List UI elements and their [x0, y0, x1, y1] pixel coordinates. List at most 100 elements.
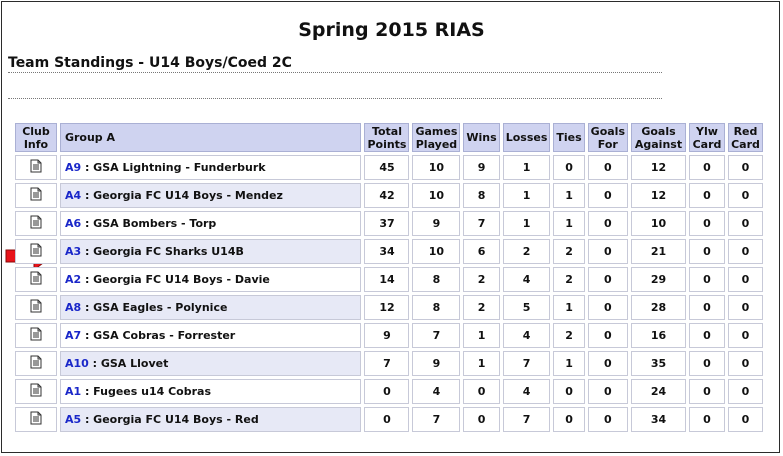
- document-icon[interactable]: [30, 159, 42, 176]
- total-points-cell: 12: [364, 295, 410, 320]
- ties-cell: 2: [553, 323, 585, 348]
- team-cell: A8 : GSA Eagles - Polynice: [59, 295, 362, 320]
- document-icon[interactable]: [30, 299, 42, 316]
- games-played-cell: 10: [412, 183, 461, 208]
- wins-cell: 1: [463, 323, 500, 348]
- club-info-cell[interactable]: [15, 267, 57, 292]
- club-info-cell[interactable]: [15, 407, 57, 432]
- team-separator: :: [81, 301, 94, 314]
- wins-cell: 2: [463, 295, 500, 320]
- team-name: Georgia FC Sharks U14B: [93, 245, 244, 258]
- total-points-cell: 42: [364, 183, 410, 208]
- goals-for-cell: 0: [587, 351, 628, 376]
- losses-cell: 5: [502, 295, 551, 320]
- team-cell: A5 : Georgia FC U14 Boys - Red: [59, 407, 362, 432]
- team-separator: :: [81, 245, 94, 258]
- team-cell: A10 : GSA Llovet: [59, 351, 362, 376]
- team-code-link[interactable]: A4: [64, 189, 82, 202]
- losses-cell: 2: [502, 239, 551, 264]
- header-goals-against: Goals Against: [631, 123, 686, 152]
- goals-against-cell: 24: [631, 379, 686, 404]
- team-code-link[interactable]: A7: [64, 329, 82, 342]
- team-name: GSA Bombers - Torp: [93, 217, 217, 230]
- wins-cell: 2: [463, 267, 500, 292]
- goals-against-cell: 10: [631, 211, 686, 236]
- ties-cell: 0: [553, 407, 585, 432]
- losses-cell: 1: [502, 211, 551, 236]
- header-goals-for: Goals For: [587, 123, 628, 152]
- total-points-cell: 45: [364, 155, 410, 180]
- team-code-link[interactable]: A1: [64, 385, 82, 398]
- goals-for-cell: 0: [587, 323, 628, 348]
- goals-against-cell: 21: [631, 239, 686, 264]
- club-info-cell[interactable]: [15, 155, 57, 180]
- document-icon[interactable]: [30, 271, 42, 288]
- ylw-card-cell: 0: [688, 239, 725, 264]
- team-code-link[interactable]: A6: [64, 217, 82, 230]
- team-separator: :: [81, 329, 94, 342]
- document-icon[interactable]: [30, 187, 42, 204]
- table-row: A4 : Georgia FC U14 Boys - Mendez 42 10 8 1 1…: [15, 183, 763, 208]
- club-info-cell[interactable]: [15, 379, 57, 404]
- red-card-cell: 0: [727, 211, 763, 236]
- games-played-cell: 9: [412, 211, 461, 236]
- document-icon[interactable]: [30, 355, 42, 372]
- team-name: GSA Lightning - Funderburk: [93, 161, 266, 174]
- wins-cell: 1: [463, 351, 500, 376]
- games-played-cell: 9: [412, 351, 461, 376]
- total-points-cell: 0: [364, 379, 410, 404]
- ties-cell: 0: [553, 155, 585, 180]
- club-info-cell[interactable]: [15, 239, 57, 264]
- dotted-divider: [8, 72, 662, 73]
- team-cell: A3 : Georgia FC Sharks U14B: [59, 239, 362, 264]
- club-info-cell[interactable]: [15, 183, 57, 208]
- ylw-card-cell: 0: [688, 267, 725, 292]
- document-icon[interactable]: [30, 327, 42, 344]
- ylw-card-cell: 0: [688, 211, 725, 236]
- document-icon[interactable]: [30, 243, 42, 260]
- total-points-cell: 34: [364, 239, 410, 264]
- losses-cell: 4: [502, 379, 551, 404]
- goals-against-cell: 28: [631, 295, 686, 320]
- ylw-card-cell: 0: [688, 351, 725, 376]
- total-points-cell: 37: [364, 211, 410, 236]
- club-info-cell[interactable]: [15, 323, 57, 348]
- club-info-cell[interactable]: [15, 295, 57, 320]
- page-title: Spring 2015 RIAS: [298, 19, 485, 41]
- team-code-link[interactable]: A3: [64, 245, 82, 258]
- games-played-cell: 8: [412, 295, 461, 320]
- table-row: A3 : Georgia FC Sharks U14B 34 10 6 2 2 0 21 0 0: [15, 239, 763, 264]
- ylw-card-cell: 0: [688, 407, 725, 432]
- goals-against-cell: 12: [631, 183, 686, 208]
- team-separator: :: [81, 189, 94, 202]
- document-icon[interactable]: [30, 215, 42, 232]
- team-separator: :: [81, 161, 94, 174]
- goals-against-cell: 12: [631, 155, 686, 180]
- games-played-cell: 10: [412, 155, 461, 180]
- ties-cell: 1: [553, 211, 585, 236]
- document-icon[interactable]: [30, 383, 42, 400]
- ties-cell: 1: [553, 183, 585, 208]
- header-ties: Ties: [553, 123, 585, 152]
- team-code-link[interactable]: A8: [64, 301, 82, 314]
- team-code-link[interactable]: A10: [64, 357, 89, 370]
- club-info-cell[interactable]: [15, 211, 57, 236]
- team-separator: :: [81, 273, 94, 286]
- team-code-link[interactable]: A9: [64, 161, 82, 174]
- team-name: GSA Llovet: [100, 357, 169, 370]
- team-name: Fugees u14 Cobras: [93, 385, 212, 398]
- goals-for-cell: 0: [587, 295, 628, 320]
- wins-cell: 0: [463, 379, 500, 404]
- header-ylw-card: Ylw Card: [688, 123, 725, 152]
- games-played-cell: 7: [412, 407, 461, 432]
- document-icon[interactable]: [30, 411, 42, 428]
- red-card-cell: 0: [727, 183, 763, 208]
- team-code-link[interactable]: A5: [64, 413, 82, 426]
- wins-cell: 7: [463, 211, 500, 236]
- team-code-link[interactable]: A2: [64, 273, 82, 286]
- ylw-card-cell: 0: [688, 379, 725, 404]
- games-played-cell: 7: [412, 323, 461, 348]
- red-card-cell: 0: [727, 323, 763, 348]
- club-info-cell[interactable]: [15, 351, 57, 376]
